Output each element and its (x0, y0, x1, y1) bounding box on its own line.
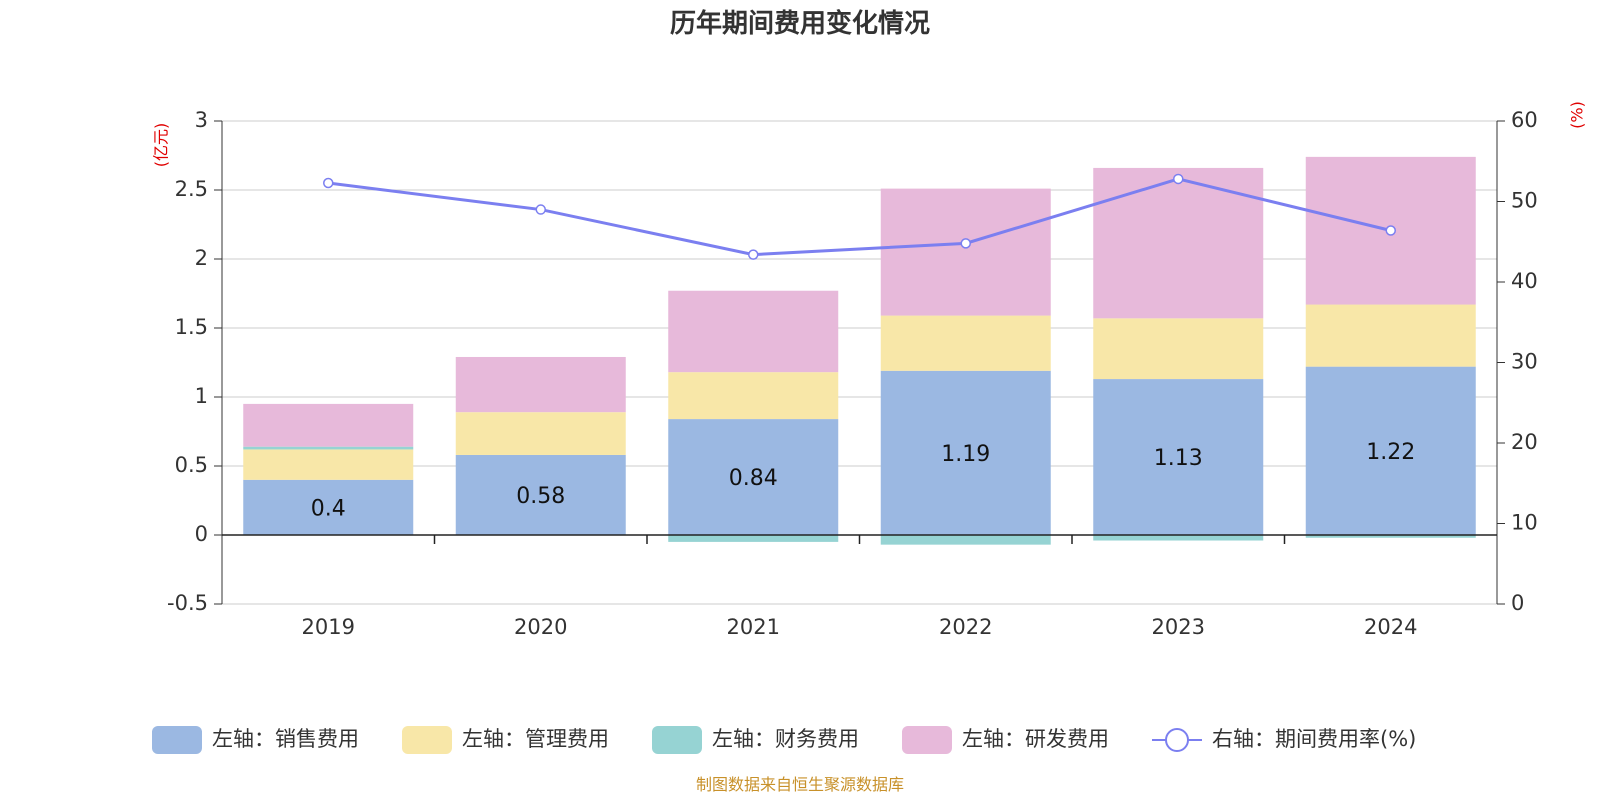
data-label-group: 0.4 0.58 0.84 1.19 1.13 1.22 (311, 440, 1415, 522)
category-label: 2023 (1152, 615, 1205, 639)
bar-segment-2 (668, 535, 839, 542)
category-label: 2021 (727, 615, 780, 639)
rate-point (748, 249, 759, 260)
right-tick-label: 10 (1511, 511, 1538, 535)
grid-lines (222, 120, 1497, 605)
bar-segment-1 (880, 315, 1051, 371)
bar-data-label: 0.58 (516, 484, 565, 509)
bar-segment-0 (880, 370, 1051, 535)
bar-segment-0 (668, 419, 839, 535)
right-tick-label: 20 (1511, 430, 1538, 454)
bar-series-group (243, 156, 1476, 545)
legend-label: 左轴：管理费用 (462, 727, 609, 751)
bar-data-label: 0.84 (729, 466, 778, 491)
source-note: 制图数据来自恒生聚源数据库 (696, 775, 904, 794)
category-label: 2024 (1364, 615, 1417, 639)
bar-segment-1 (243, 449, 414, 480)
bar-segment-0 (1093, 379, 1264, 535)
bar-segment-0 (1305, 366, 1476, 535)
legend-label: 左轴：财务费用 (712, 727, 859, 751)
bar-segment-3 (880, 188, 1051, 316)
right-tick-label: 50 (1511, 189, 1538, 213)
legend-swatch (152, 726, 202, 754)
bar-segment-3 (455, 356, 626, 413)
legend-label: 左轴：销售费用 (212, 727, 359, 751)
bar-data-label: 1.22 (1366, 440, 1415, 465)
bar-segment-2 (1305, 535, 1476, 538)
legend-marker (1165, 728, 1189, 752)
rate-point (1385, 225, 1396, 236)
left-axis-unit: (亿元) (152, 123, 171, 168)
bar-data-label: 0.4 (311, 496, 346, 521)
bar-segment-1 (1093, 318, 1264, 380)
right-axis-unit: (%) (1568, 101, 1587, 129)
left-tick-label: -0.5 (167, 591, 208, 615)
bar-segment-0 (455, 454, 626, 535)
bar-segment-1 (668, 372, 839, 420)
legend-swatch (652, 726, 702, 754)
legend: 左轴：销售费用 左轴：管理费用 左轴：财务费用 左轴：研发费用 右轴：期间费用率(%) (152, 726, 1416, 754)
right-tick-label: 40 (1511, 269, 1538, 293)
bar-segment-1 (455, 412, 626, 455)
bar-segment-2 (243, 446, 414, 450)
rate-point (1173, 173, 1184, 185)
rate-line-group (323, 173, 1396, 260)
legend-label: 右轴：期间费用率(%) (1212, 727, 1416, 751)
rate-line (328, 177, 1392, 257)
left-tick-label: 3 (195, 108, 208, 132)
legend-swatch (402, 726, 452, 754)
bar-segment-2 (1093, 535, 1264, 541)
left-tick-label: 2 (195, 246, 208, 270)
left-tick-label: 2.5 (175, 177, 208, 201)
axes: 3 2.5 2 1.5 1 0.5 0 -0.5 60 50 40 30 20 10 0 2019 2020 20… (167, 108, 1538, 639)
rate-point (535, 204, 546, 215)
legend-label: 左轴：研发费用 (962, 727, 1109, 751)
right-tick-label: 60 (1511, 108, 1538, 132)
right-tick-label: 30 (1511, 350, 1538, 374)
category-label: 2020 (514, 615, 567, 639)
legend-swatch (902, 726, 952, 754)
bar-segment-0 (243, 479, 414, 535)
bar-segment-1 (1305, 304, 1476, 367)
bar-segment-3 (243, 403, 414, 447)
category-label: 2022 (939, 615, 992, 639)
category-label: 2019 (302, 615, 355, 639)
rate-point (323, 177, 334, 189)
left-tick-label: 0 (195, 522, 208, 546)
bar-segment-2 (880, 535, 1051, 545)
rate-point (960, 238, 971, 249)
right-tick-label: 0 (1511, 591, 1524, 615)
left-tick-label: 1.5 (175, 315, 208, 339)
bar-segment-3 (1093, 167, 1264, 319)
bar-segment-3 (668, 290, 839, 373)
left-tick-label: 0.5 (175, 453, 208, 477)
bar-data-label: 1.13 (1154, 446, 1203, 471)
left-tick-label: 1 (195, 384, 208, 408)
bar-data-label: 1.19 (941, 442, 990, 467)
chart-title: 历年期间费用变化情况 (670, 8, 930, 39)
